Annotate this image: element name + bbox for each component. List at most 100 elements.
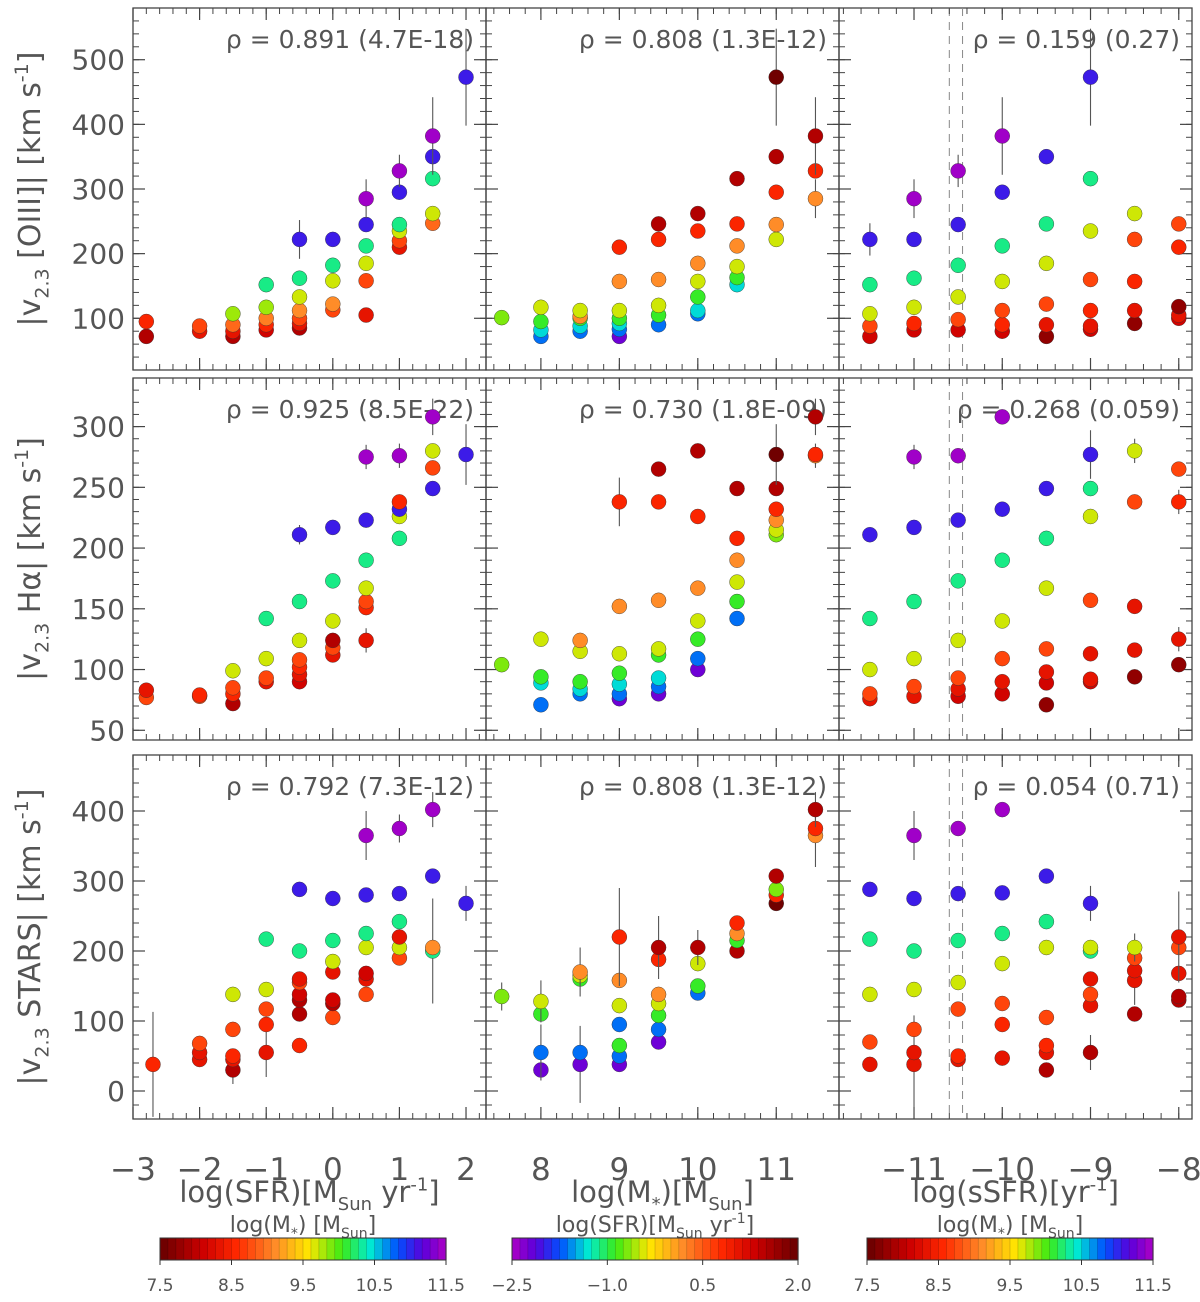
- data-point: [729, 530, 745, 547]
- data-point: [906, 650, 922, 667]
- data-point: [533, 697, 549, 713]
- data-point: [258, 650, 274, 667]
- data-point: [1038, 1037, 1055, 1054]
- colorbar-label: log(SFR)[MSun​ yr-1​]: [556, 1211, 754, 1242]
- data-point: [1171, 239, 1187, 255]
- data-point: [768, 231, 784, 248]
- data-point: [225, 1048, 241, 1064]
- data-point: [690, 223, 706, 239]
- colorbar-segment: [670, 1238, 680, 1260]
- data-point: [358, 255, 374, 272]
- data-point: [906, 827, 922, 844]
- panel-r2-c1: 8 9 10 11 ρ = 0.808 (1.3E-12): [485, 754, 840, 1188]
- data-point: [807, 801, 824, 818]
- data-point: [1082, 446, 1099, 463]
- colorbar-segment: [898, 1238, 908, 1260]
- data-point: [291, 1006, 308, 1022]
- data-point: [950, 512, 966, 528]
- x-tick-label: −1: [243, 1152, 289, 1188]
- x-tick-label: 11: [757, 1152, 796, 1188]
- data-point: [650, 939, 667, 956]
- data-point: [729, 480, 745, 497]
- data-point: [650, 670, 667, 686]
- data-point: [291, 881, 308, 898]
- colorbar-segment: [199, 1238, 209, 1260]
- data-point: [950, 974, 966, 991]
- data-point: [358, 216, 374, 233]
- data-point: [768, 868, 784, 884]
- data-point: [1038, 1062, 1055, 1078]
- data-point: [425, 801, 441, 818]
- colorbar-segment: [374, 1238, 384, 1260]
- data-point: [690, 631, 706, 647]
- panel-r2-c0: −3 −2 −1 0 1 2 0 100 200 300 400 ρ = 0.792 (7.3E-12…: [72, 754, 487, 1188]
- data-point: [138, 328, 155, 345]
- data-point: [1126, 939, 1143, 956]
- panel-r0-c0: 100 200 300 400 500 ρ = 0.891 (4.7E-18): [72, 7, 487, 371]
- colorbar-segment: [954, 1238, 963, 1260]
- correlation-annotation: ρ = 0.730 (1.8E-09): [579, 395, 827, 424]
- data-point: [325, 231, 341, 248]
- x-tick-label: 8: [531, 1152, 551, 1188]
- data-point: [690, 939, 706, 956]
- data-point: [994, 501, 1010, 517]
- data-point: [862, 306, 878, 322]
- data-point: [906, 299, 922, 315]
- data-point: [768, 446, 784, 463]
- data-point: [1038, 255, 1055, 272]
- y-tick-label: 400: [72, 795, 125, 828]
- data-point: [258, 299, 274, 315]
- data-point: [611, 302, 628, 319]
- data-point: [994, 238, 1010, 254]
- data-point: [1082, 646, 1099, 662]
- data-point: [690, 302, 706, 319]
- colorbar-segment: [231, 1238, 241, 1260]
- x-axis-label: log(sSFR)[yr-1​]: [912, 1174, 1119, 1209]
- data-point: [425, 443, 441, 459]
- data-point: [391, 885, 408, 902]
- x-tick-label: −3: [110, 1152, 156, 1188]
- data-point: [533, 313, 549, 330]
- data-point: [493, 988, 510, 1005]
- data-point: [1038, 913, 1055, 930]
- data-point: [1171, 298, 1187, 315]
- data-point: [1038, 530, 1055, 547]
- data-point: [906, 519, 922, 536]
- colorbar-segment: [535, 1238, 545, 1260]
- data-point: [358, 190, 374, 207]
- y-tick-label: 200: [72, 238, 125, 271]
- data-point: [807, 446, 824, 463]
- data-point: [729, 216, 745, 232]
- colorbar-segment: [1065, 1238, 1075, 1260]
- colorbar-segment: [890, 1238, 900, 1260]
- colorbar-tick-label: 7.5: [853, 1276, 880, 1296]
- data-point: [145, 1056, 161, 1073]
- correlation-annotation: ρ = 0.808 (1.3E-12): [579, 772, 827, 801]
- data-point: [225, 680, 241, 696]
- data-point: [690, 443, 706, 459]
- data-point: [611, 494, 628, 510]
- colorbar-segment: [326, 1238, 336, 1260]
- data-point: [994, 409, 1010, 425]
- colorbar-segment: [694, 1238, 704, 1260]
- data-point: [391, 530, 408, 547]
- data-point: [1126, 231, 1143, 248]
- colorbar-segment: [938, 1238, 948, 1260]
- data-point: [906, 1044, 922, 1061]
- data-point: [950, 632, 966, 649]
- panel-r0-c1: ρ = 0.808 (1.3E-12): [485, 7, 840, 371]
- data-point: [325, 257, 341, 273]
- data-point: [225, 306, 241, 322]
- data-point: [611, 273, 628, 290]
- colorbar-segment: [575, 1238, 585, 1260]
- y-tick-label: 200: [72, 935, 125, 968]
- colorbar-segment: [615, 1238, 624, 1260]
- colorbar-segment: [867, 1238, 876, 1260]
- x-tick-label: 10: [678, 1152, 717, 1188]
- panel-r1-c2: ρ = 0.268 (0.059): [838, 377, 1193, 741]
- data-point: [358, 307, 374, 323]
- data-point: [358, 580, 374, 596]
- colorbar-segment: [946, 1238, 955, 1260]
- colorbar-segment: [1113, 1238, 1122, 1260]
